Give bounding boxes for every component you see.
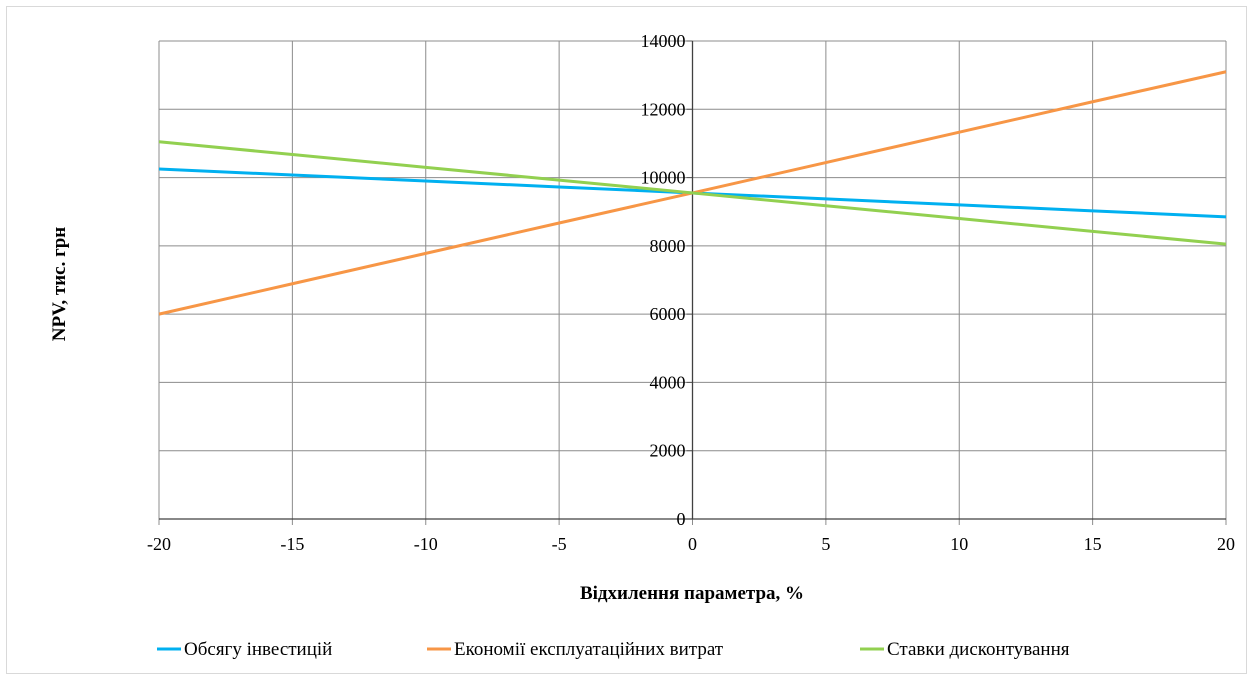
x-tick-label: 20 <box>1217 534 1235 554</box>
legend-item: Ставки дисконтування <box>860 639 1070 660</box>
chart-frame: -20 -15 -10 -5 0 5 10 15 20 0 2000 4000 6000 8000 1000… <box>6 6 1247 674</box>
legend-item: Економії експлуатаційних витрат <box>427 639 724 660</box>
y-tick-label: 12000 <box>641 99 686 119</box>
y-tick-label: 6000 <box>650 304 686 324</box>
x-tick-label: -5 <box>552 534 567 554</box>
x-tick-label: -15 <box>280 534 304 554</box>
legend-item: Обсягу інвестицій <box>157 639 332 660</box>
legend: Обсягу інвестицій Економії експлуатаційн… <box>157 639 1070 660</box>
x-axis-title: Відхилення параметра, % <box>580 583 804 604</box>
npv-sensitivity-chart: -20 -15 -10 -5 0 5 10 15 20 0 2000 4000 6000 8000 1000… <box>49 31 1235 660</box>
x-tick-label: -20 <box>147 534 171 554</box>
x-tick-label: -10 <box>414 534 438 554</box>
x-tick-label: 5 <box>821 534 830 554</box>
x-tick-label: 10 <box>950 534 968 554</box>
x-tick-label: 0 <box>688 534 697 554</box>
legend-label: Ставки дисконтування <box>887 639 1070 660</box>
x-tick-label: 15 <box>1084 534 1102 554</box>
y-tick-label: 10000 <box>641 168 686 188</box>
legend-label: Обсягу інвестицій <box>184 639 332 660</box>
series-line <box>158 140 1227 246</box>
y-tick-label: 4000 <box>650 372 686 392</box>
y-axis-title: NPV, тис. грн <box>49 227 70 342</box>
y-tick-label: 2000 <box>650 441 686 461</box>
tick-labels: -20 -15 -10 -5 0 5 10 15 20 0 2000 4000 6000 8000 1000… <box>147 31 1235 554</box>
y-tick-label: 14000 <box>641 31 686 51</box>
series-lines <box>158 70 1227 316</box>
y-tick-label: 8000 <box>650 236 686 256</box>
y-tick-label: 0 <box>677 509 686 529</box>
axes <box>159 41 1226 520</box>
legend-label: Економії експлуатаційних витрат <box>454 639 724 660</box>
